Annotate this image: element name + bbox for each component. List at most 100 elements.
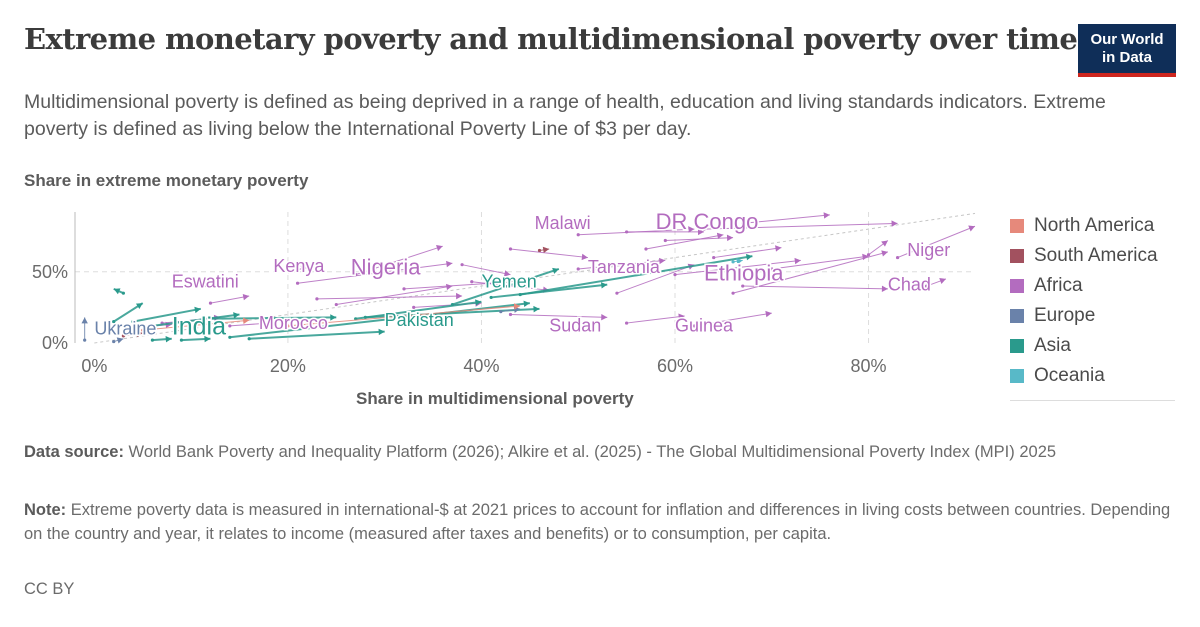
- series-arrowhead: [881, 285, 888, 292]
- series-start-point: [460, 263, 464, 267]
- x-tick-label: 60%: [657, 356, 693, 376]
- series-start-point: [741, 221, 745, 225]
- series-arrow-line: [297, 262, 453, 284]
- series-arrowhead: [726, 234, 734, 242]
- legend-label: Oceania: [1034, 365, 1105, 386]
- series-start-point: [663, 238, 667, 243]
- series-start-point: [518, 292, 522, 297]
- series-arrow-line: [316, 295, 463, 300]
- legend-divider: [1010, 400, 1175, 401]
- chart-title: Extreme monetary poverty and multidimens…: [24, 22, 1078, 56]
- series-start-point: [499, 310, 503, 314]
- country-label: India: [172, 312, 226, 340]
- series-start-point: [615, 291, 619, 295]
- series-arrowhead: [765, 310, 772, 318]
- series-start-point: [179, 338, 184, 342]
- legend-item[interactable]: Europe: [1010, 301, 1158, 331]
- series-start-point: [363, 315, 367, 319]
- series-arrowhead: [503, 270, 511, 277]
- logo-line-1: Our World: [1090, 31, 1164, 48]
- x-tick-label: 0%: [81, 356, 107, 376]
- series-arrowhead: [113, 288, 121, 295]
- owid-logo[interactable]: Our World in Data: [1078, 24, 1176, 77]
- diagonal-reference-line: [94, 212, 976, 344]
- legend-label: North America: [1034, 215, 1155, 236]
- series-start-point: [121, 291, 125, 295]
- series-start-point: [470, 280, 474, 284]
- series-arrowhead: [533, 305, 540, 313]
- series-arrowhead: [300, 265, 308, 272]
- series-arrow-line: [336, 285, 453, 306]
- series-arrow-line: [742, 214, 830, 224]
- series-start-point: [121, 334, 125, 338]
- x-tick-label: 20%: [270, 356, 306, 376]
- series-start-point: [731, 260, 735, 264]
- y-tick-label: 50%: [32, 262, 68, 282]
- legend-label: Africa: [1034, 275, 1083, 296]
- legend-swatch: [1010, 279, 1024, 293]
- series-start-point: [150, 324, 155, 328]
- series-start-point: [741, 284, 745, 288]
- series-start-point: [508, 247, 513, 251]
- scatter-chart: 0% 20% 40% 60% 80% 0% 50% Malawi DR Congo Kenya Ni…: [32, 208, 976, 376]
- series-start-point: [576, 233, 580, 237]
- legend-swatch: [1010, 309, 1024, 323]
- series-arrowhead: [330, 314, 337, 321]
- series-start-point: [702, 227, 706, 231]
- series-start-point: [189, 284, 193, 288]
- series-arrow-line: [287, 305, 521, 327]
- series-arrowhead: [600, 282, 608, 289]
- series-start-point: [228, 324, 232, 328]
- x-tick-label: 40%: [463, 356, 499, 376]
- series-start-point: [83, 338, 87, 342]
- country-label: Chad: [888, 274, 931, 294]
- series-start-point: [131, 320, 135, 324]
- legend-item[interactable]: South America: [1010, 241, 1158, 271]
- legend-item[interactable]: Africa: [1010, 271, 1158, 301]
- series-arrow-line: [403, 282, 492, 290]
- y-axis-label: Share in extreme monetary poverty: [24, 171, 309, 190]
- country-label: Eswatini: [172, 271, 239, 291]
- series-arrow-line: [229, 302, 530, 339]
- country-label: Pakistan: [385, 310, 454, 330]
- series-arrow-line: [704, 222, 898, 230]
- legend-swatch: [1010, 219, 1024, 233]
- series-arrowhead: [891, 220, 898, 227]
- source-text: World Bank Poverty and Inequality Platfo…: [128, 443, 1057, 461]
- series-arrowhead: [446, 260, 453, 268]
- legend-swatch: [1010, 249, 1024, 263]
- series-arrowhead: [81, 317, 88, 324]
- legend-item[interactable]: Oceania: [1010, 361, 1158, 391]
- series-start-point: [286, 324, 290, 328]
- series-arrowhead: [136, 330, 143, 338]
- series-arrowhead: [659, 257, 666, 265]
- series-arrow-line: [645, 234, 724, 250]
- country-label: DR Congo: [656, 209, 759, 234]
- series-arrowhead: [968, 225, 975, 232]
- legend-item[interactable]: North America: [1010, 211, 1158, 241]
- series-arrowhead: [823, 212, 830, 219]
- series-arrow-line: [519, 255, 753, 296]
- series-arrowhead: [581, 253, 588, 261]
- series-arrowhead: [523, 300, 530, 307]
- country-label: Morocco: [259, 313, 328, 333]
- legend-item[interactable]: Asia: [1010, 331, 1158, 361]
- series-start-point: [247, 337, 251, 341]
- series-arrowhead: [601, 313, 608, 321]
- series-arrowhead: [881, 240, 888, 247]
- legend-swatch: [1010, 369, 1024, 383]
- series-start-point: [141, 328, 145, 332]
- series-arrowhead: [939, 277, 946, 284]
- series-arrow-line: [510, 314, 608, 318]
- license[interactable]: CC BY: [24, 580, 75, 598]
- series-start-point: [208, 317, 213, 321]
- series-start-point: [644, 247, 648, 251]
- series-arrow-line: [142, 319, 250, 331]
- country-label: Malawi: [535, 213, 591, 233]
- country-label: Kenya: [273, 256, 325, 276]
- series-arrowhead: [542, 246, 550, 254]
- series-start-point: [731, 291, 735, 295]
- series-arrow-line: [229, 322, 269, 327]
- series-start-point: [412, 305, 416, 310]
- logo-accent-bar: [1078, 73, 1176, 77]
